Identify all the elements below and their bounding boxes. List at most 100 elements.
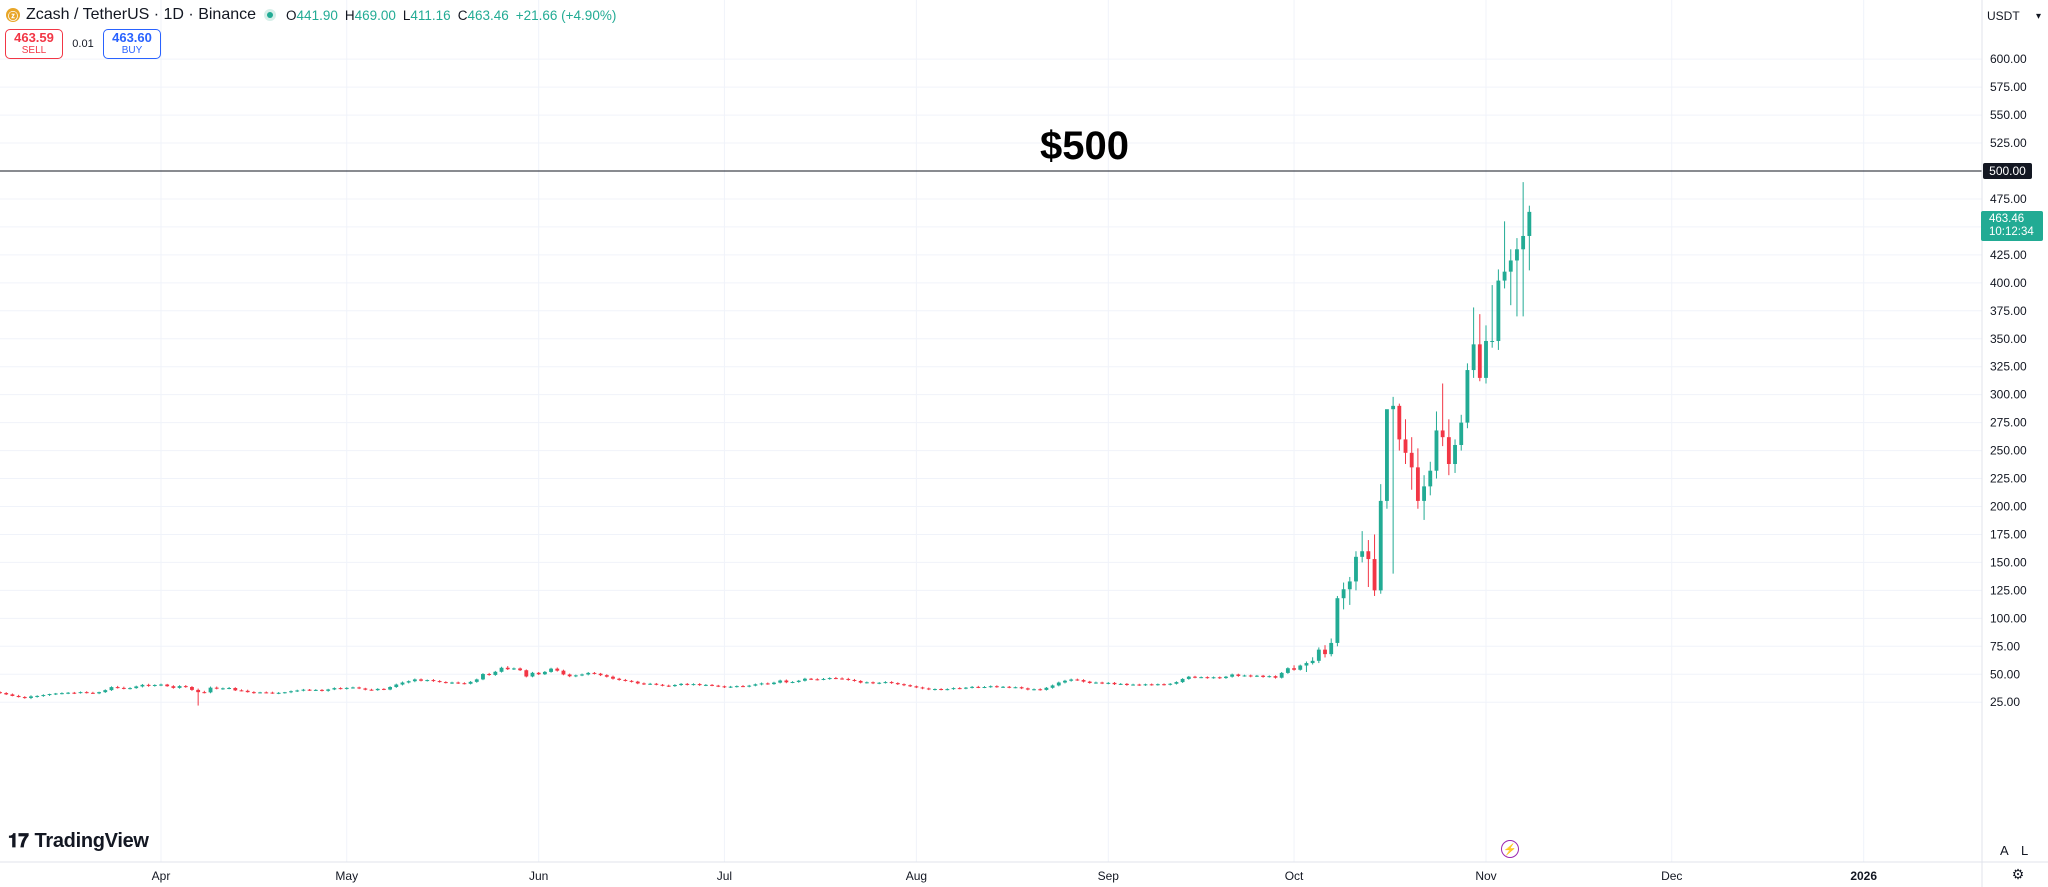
candle: [833, 676, 838, 680]
candle-body: [22, 697, 27, 699]
zcash-coin-icon: ⓩ: [6, 8, 20, 23]
candle: [1273, 675, 1278, 679]
candle-body: [103, 690, 108, 693]
candlesticks: [0, 182, 1532, 706]
candle: [412, 678, 417, 683]
price-axis[interactable]: 25.00 50.00 75.00 100.00 125.00 150.00 175.00 2…: [1990, 52, 2027, 709]
candle-body: [1217, 677, 1222, 679]
candle: [90, 691, 95, 694]
sell-button[interactable]: 463.59 SELL: [5, 29, 63, 59]
candle-body: [1471, 344, 1476, 371]
candle-body: [165, 684, 170, 687]
candle: [177, 685, 182, 689]
candle-body: [1360, 551, 1365, 557]
candle-body: [1056, 682, 1061, 686]
candle-body: [871, 682, 875, 684]
candle: [871, 681, 875, 685]
price-tick-label: 400.00: [1990, 276, 2027, 290]
candle: [1261, 674, 1266, 678]
candle: [1471, 307, 1476, 378]
candle: [1032, 688, 1036, 691]
candle-body: [994, 686, 999, 688]
candle-body: [1415, 467, 1420, 501]
candle-body: [1347, 581, 1352, 590]
candle-body: [462, 683, 467, 685]
candle: [685, 683, 690, 686]
candle: [1149, 683, 1154, 686]
candle-body: [326, 689, 331, 691]
candle-body: [109, 687, 114, 691]
candle-body: [784, 680, 789, 683]
time-tick-label: 2026: [1850, 869, 1877, 883]
candle: [1484, 325, 1488, 384]
candle: [1515, 238, 1519, 317]
candle-body: [1230, 674, 1235, 677]
candle: [190, 686, 194, 691]
candle-body: [1465, 370, 1470, 423]
candle: [1193, 675, 1197, 679]
market-status-icon[interactable]: [264, 9, 277, 21]
candle: [1230, 673, 1235, 678]
candle: [611, 675, 615, 680]
candle: [1385, 409, 1389, 509]
candle-body: [648, 683, 653, 685]
candle-body: [920, 687, 925, 689]
auto-scale-button[interactable]: A: [2000, 843, 2009, 858]
candle-body: [617, 678, 622, 680]
candle-body: [1075, 679, 1080, 681]
candle-body: [1527, 211, 1532, 236]
candle: [1372, 534, 1377, 596]
candle-body: [443, 682, 448, 684]
price-tick-label: 200.00: [1990, 500, 2027, 514]
candle-body: [1168, 683, 1173, 685]
candle: [0, 691, 2, 694]
candle-body: [710, 684, 714, 686]
candle-body: [1273, 676, 1278, 678]
candle: [902, 683, 906, 687]
candle-body: [1323, 649, 1327, 655]
candle-body: [1174, 682, 1179, 684]
candle: [679, 683, 684, 686]
time-axis[interactable]: Apr May Jun Jul Aug Sep Oct Nov Dec 2026: [152, 869, 1878, 883]
log-scale-button[interactable]: L: [2021, 843, 2029, 858]
candle-body: [580, 674, 584, 676]
candle-body: [146, 684, 151, 686]
candle-body: [672, 684, 677, 687]
candle: [375, 688, 380, 691]
candle: [41, 694, 46, 697]
candle: [301, 688, 306, 692]
gear-icon[interactable]: ⚙: [2011, 866, 2025, 882]
buy-button[interactable]: 463.60 BUY: [103, 29, 161, 59]
candle: [1143, 683, 1148, 686]
currency-selector[interactable]: USDT ▾: [1985, 6, 2045, 26]
ohlc-values: O441.90 H469.00 L411.16 C463.46 +21.66 (…: [286, 8, 616, 23]
candle-body: [10, 694, 15, 696]
candle-body: [1366, 551, 1371, 560]
candle: [29, 695, 33, 700]
candle: [1050, 684, 1055, 689]
candle: [635, 680, 640, 685]
candle-body: [505, 667, 510, 670]
candle-body: [1459, 422, 1464, 445]
low-label: L: [402, 7, 411, 23]
level-annotation-text[interactable]: $500: [1040, 124, 1129, 168]
candle: [772, 681, 776, 685]
candle-body: [140, 684, 145, 687]
candle-body: [697, 684, 702, 686]
candle: [1335, 595, 1340, 647]
candle-body: [1069, 679, 1074, 681]
time-tick-label: Apr: [152, 869, 171, 883]
symbol-title[interactable]: Zcash / TetherUS · 1D · Binance: [26, 6, 257, 23]
candle-body: [1001, 686, 1005, 688]
candle: [759, 682, 764, 686]
lightning-icon[interactable]: ⚡: [1501, 840, 1519, 858]
candle: [734, 685, 739, 688]
candle-body: [722, 686, 727, 688]
candle-body: [1013, 687, 1018, 689]
candle-body: [121, 687, 126, 689]
candle: [939, 688, 944, 691]
candle-body: [926, 688, 931, 690]
tradingview-logo[interactable]: 𝟏𝟕 TradingView: [8, 830, 149, 853]
candle: [604, 674, 609, 678]
